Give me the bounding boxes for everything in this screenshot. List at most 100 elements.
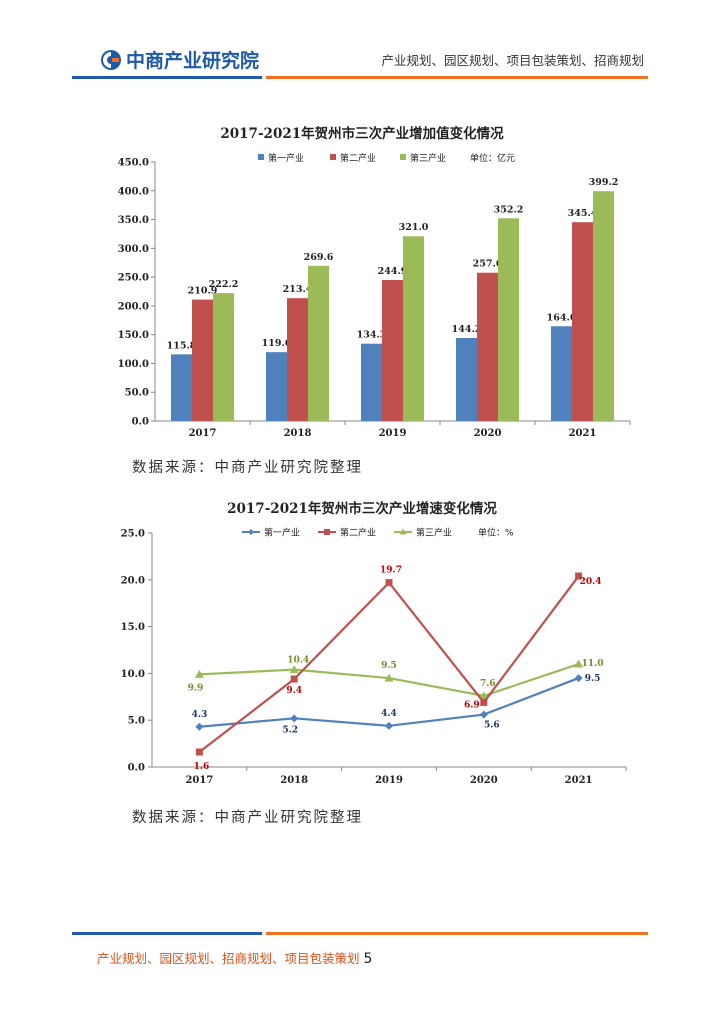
x-tick-label: 2019 — [379, 428, 407, 439]
bar-chart: 0.0 50.0 100.0 150.0 200.0 250.0 300.0 350.0 400… — [118, 152, 631, 439]
bar-data-label: 352.2 — [494, 204, 524, 215]
legend-swatch-2 — [330, 154, 336, 160]
header-divider-blue — [72, 76, 262, 79]
y-tick-label: 300.0 — [118, 244, 149, 255]
point-marker-series-3 — [289, 665, 299, 674]
x-tick-label: 2021 — [569, 428, 597, 439]
bar-data-label: 222.2 — [209, 279, 239, 290]
bar-2017-series-3 — [213, 293, 234, 421]
bar-2020-series-3 — [498, 218, 519, 421]
bar-data-label: 144.2 — [452, 324, 482, 335]
point-marker-series-3 — [194, 669, 204, 678]
bar-2017-series-1 — [171, 354, 192, 421]
line-series-1 — [199, 677, 579, 728]
point-data-label: 1.6 — [194, 762, 210, 772]
point-data-label: 10.4 — [287, 656, 309, 666]
bar-data-label: 345.4 — [568, 208, 598, 219]
y-tick-label: 150.0 — [118, 330, 149, 341]
x-tick-label: 2018 — [284, 428, 312, 439]
point-data-label: 9.4 — [286, 686, 302, 696]
bar-2021-series-3 — [593, 191, 614, 421]
point-data-label: 6.9 — [464, 700, 480, 710]
y-tick-label: 10.0 — [121, 669, 145, 680]
bar-2018-series-2 — [287, 298, 308, 421]
point-marker-series-1 — [479, 710, 488, 719]
point-marker-series-1 — [195, 722, 204, 731]
point-data-label: 5.6 — [484, 721, 500, 731]
legend-marker-1 — [248, 529, 254, 535]
bar-data-label: 244.9 — [378, 266, 408, 277]
footer-divider-orange — [266, 932, 648, 935]
header-tagline: 产业规划、园区规划、项目包装策划、招商规划 — [381, 53, 644, 68]
legend-marker-2 — [324, 529, 330, 535]
bar-2019-series-3 — [403, 236, 424, 421]
bar-2021-series-1 — [551, 326, 572, 421]
point-marker-series-1 — [574, 674, 583, 683]
x-tick-label: 2018 — [280, 775, 308, 786]
bar-data-label: 119.6 — [262, 338, 292, 349]
line-chart-source: 数据来源：中商产业研究院整理 — [132, 810, 363, 826]
page-number: 5 — [363, 951, 373, 967]
bar-2018-series-3 — [308, 265, 329, 421]
legend-label-3: 第三产业 — [410, 152, 446, 164]
bar-2020-series-1 — [456, 338, 477, 421]
point-marker-series-1 — [385, 721, 393, 730]
point-marker-series-2 — [385, 579, 393, 587]
footer-divider-blue — [72, 932, 262, 935]
logo-text: 中商产业研究院 — [126, 50, 260, 72]
point-data-label: 4.4 — [381, 709, 397, 719]
point-marker-series-3 — [479, 691, 489, 700]
bar-chart-source: 数据来源：中商产业研究院整理 — [132, 460, 363, 476]
bar-2017-series-2 — [192, 299, 213, 421]
point-data-label: 20.4 — [580, 577, 602, 587]
header-divider-orange — [266, 76, 648, 79]
footer-text: 产业规划、园区规划、招商规划、项目包装策划 5 — [97, 948, 372, 967]
legend-label-2: 第二产业 — [340, 152, 376, 164]
bar-2019-series-1 — [361, 343, 382, 421]
y-tick-label: 100.0 — [118, 359, 149, 370]
point-data-label: 7.6 — [480, 679, 496, 689]
point-marker-series-3 — [574, 659, 584, 668]
y-tick-label: 350.0 — [118, 215, 149, 226]
point-marker-series-2 — [290, 675, 298, 683]
point-data-label: 5.2 — [282, 725, 298, 735]
y-tick-label: 450.0 — [118, 158, 149, 169]
y-tick-label: 400.0 — [118, 186, 149, 197]
point-data-label: 9.5 — [381, 661, 397, 671]
bar-data-label: 115.8 — [167, 340, 197, 351]
x-tick-label: 2020 — [470, 775, 498, 786]
point-marker-series-1 — [290, 714, 299, 723]
logo-icon — [101, 49, 121, 70]
y-tick-label: 250.0 — [118, 273, 149, 284]
y-tick-label: 50.0 — [125, 388, 149, 399]
legend-unit: 单位：% — [478, 527, 514, 539]
bar-chart-title: 2017-2021年贺州市三次产业增加值变化情况 — [220, 126, 504, 142]
y-tick-label: 0.0 — [132, 417, 149, 428]
y-tick-label: 15.0 — [121, 622, 145, 633]
bar-data-label: 213.4 — [283, 284, 313, 295]
point-data-label: 9.5 — [585, 674, 601, 684]
line-chart-title: 2017-2021年贺州市三次产业增速变化情况 — [227, 501, 497, 517]
x-tick-label: 2017 — [185, 775, 213, 786]
bar-data-label: 210.9 — [188, 286, 218, 297]
legend-swatch-1 — [258, 154, 264, 160]
bar-data-label: 269.6 — [304, 252, 334, 263]
x-tick-label: 2019 — [375, 775, 403, 786]
line-chart: 0.0 5.0 10.0 15.0 20.0 25.0 2017 2018 2019 2020 20… — [121, 527, 627, 786]
point-marker-series-3 — [384, 673, 394, 682]
legend-marker-3 — [399, 528, 407, 535]
point-marker-series-2 — [480, 698, 488, 706]
y-tick-label: 200.0 — [118, 301, 149, 312]
bar-data-label: 164.6 — [547, 312, 577, 323]
bar-data-label: 134.3 — [357, 330, 387, 341]
y-tick-label: 0.0 — [128, 763, 145, 774]
legend-label-1: 第一产业 — [268, 152, 304, 164]
bar-2018-series-1 — [266, 352, 287, 421]
bar-data-label: 257.6 — [473, 259, 503, 270]
point-marker-series-2 — [195, 748, 203, 756]
y-tick-label: 25.0 — [121, 529, 145, 540]
bar-2020-series-2 — [477, 272, 498, 421]
bar-2021-series-2 — [572, 222, 593, 421]
x-tick-label: 2020 — [474, 428, 502, 439]
point-data-label: 11.0 — [582, 659, 604, 669]
